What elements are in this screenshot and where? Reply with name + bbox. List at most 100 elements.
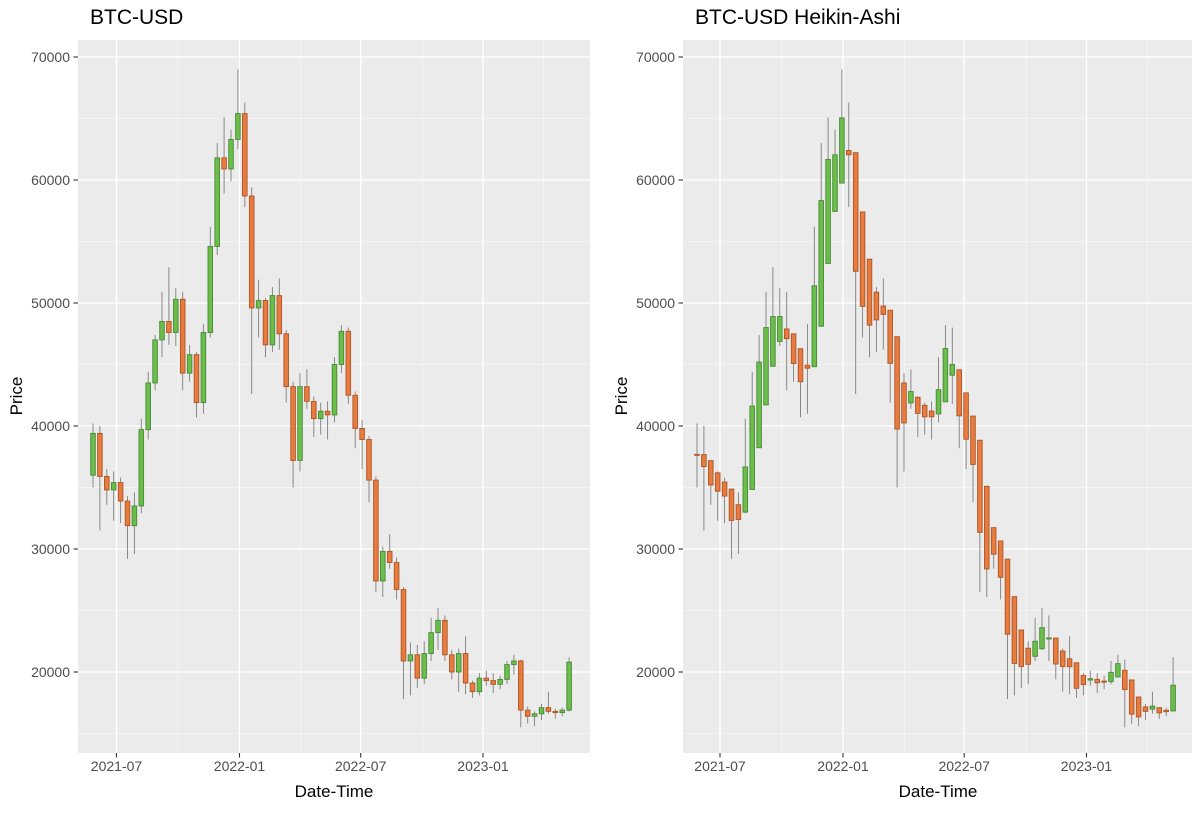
candle-body-down bbox=[311, 400, 317, 420]
candle-body-down bbox=[276, 295, 283, 335]
candle-body-down bbox=[393, 562, 400, 591]
candle-body-up bbox=[742, 466, 749, 513]
candle-body-up bbox=[749, 405, 755, 490]
candle-body-down bbox=[290, 386, 296, 461]
candle-body-down bbox=[483, 677, 490, 682]
y-axis-tick-label: 70000 bbox=[31, 49, 70, 65]
candle-body-up bbox=[1032, 640, 1038, 657]
candle-body-up bbox=[1115, 663, 1121, 678]
candle-body-up bbox=[476, 677, 483, 693]
candle-body-down bbox=[386, 551, 393, 563]
candle-body-down bbox=[790, 333, 797, 365]
candle-body-down bbox=[852, 152, 859, 272]
candle-body-down bbox=[518, 660, 524, 711]
candle-body-down bbox=[304, 386, 310, 402]
candle-body-down bbox=[1059, 650, 1066, 667]
candle-body-down bbox=[283, 333, 289, 388]
candle-body-down bbox=[866, 258, 873, 326]
x-axis-tick-label: 2022-07 bbox=[938, 758, 990, 774]
candle-body-up bbox=[832, 154, 838, 212]
candle-body-down bbox=[859, 211, 866, 307]
candle-body-down bbox=[1080, 675, 1087, 686]
candle-body-down bbox=[124, 500, 131, 527]
candle-body-up bbox=[763, 327, 769, 406]
candle-body-down bbox=[324, 410, 331, 416]
candle-body-down bbox=[1122, 669, 1128, 690]
candle-body-up bbox=[421, 653, 427, 679]
candle-body-down bbox=[545, 707, 552, 712]
candle-body-up bbox=[297, 386, 303, 461]
candle-body-up bbox=[269, 295, 276, 346]
candle-body-up bbox=[235, 113, 241, 140]
candle-body-down bbox=[345, 330, 352, 396]
candle-body-down bbox=[970, 415, 976, 465]
candle-body-up bbox=[110, 482, 117, 491]
candle-body-down bbox=[1163, 709, 1169, 713]
candle-body-up bbox=[1108, 671, 1114, 683]
candle-body-down bbox=[728, 488, 735, 521]
candle-body-up bbox=[152, 339, 158, 384]
candle-body-down bbox=[901, 382, 907, 424]
y-axis-tick-label: 40000 bbox=[636, 418, 675, 434]
candle-body-up bbox=[942, 348, 949, 403]
x-axis-tick-label: 2021-07 bbox=[90, 758, 143, 774]
candle-body-up bbox=[949, 364, 956, 376]
candle-body-up bbox=[159, 321, 165, 341]
candle-body-down bbox=[1142, 706, 1149, 712]
candle-body-up bbox=[559, 709, 565, 714]
candle-body-down bbox=[400, 589, 407, 662]
candle-body-down bbox=[352, 394, 358, 429]
candle-body-up bbox=[770, 316, 776, 367]
candle-body-down bbox=[248, 195, 255, 309]
y-axis-title-price-right: Price bbox=[612, 376, 631, 416]
candle-body-down bbox=[242, 113, 248, 197]
candle-body-up bbox=[131, 505, 138, 527]
candle-body-down bbox=[193, 354, 200, 404]
candle-body-up bbox=[756, 361, 762, 449]
candle-body-up bbox=[317, 410, 324, 420]
candle-body-down bbox=[449, 654, 455, 673]
candle-body-up bbox=[908, 391, 914, 404]
candle-body-down bbox=[97, 432, 103, 477]
candle-body-up bbox=[435, 619, 441, 634]
x-axis-title-datetime-left: Date-Time bbox=[294, 782, 374, 801]
x-axis-tick-label: 2022-01 bbox=[213, 758, 266, 774]
y-axis-tick-label: 70000 bbox=[636, 49, 675, 65]
candle-body-down bbox=[997, 540, 1004, 578]
candle-body-down bbox=[921, 404, 928, 418]
y-axis-tick-label: 20000 bbox=[636, 664, 675, 680]
candle-body-up bbox=[90, 432, 96, 476]
x-axis-title-datetime-right: Date-Time bbox=[898, 782, 978, 801]
x-axis-tick-label: 2021-07 bbox=[694, 758, 746, 774]
candle-body-down bbox=[694, 453, 700, 456]
candle-body-down bbox=[1066, 658, 1073, 668]
y-axis-tick-label: 30000 bbox=[31, 541, 70, 557]
candle-body-down bbox=[166, 321, 172, 333]
y-axis-tick-label: 50000 bbox=[31, 295, 70, 311]
candle-body-down bbox=[887, 309, 893, 364]
candle-body-down bbox=[873, 291, 880, 321]
candle-body-down bbox=[359, 428, 365, 440]
x-axis-tick-label: 2023-01 bbox=[457, 758, 509, 774]
candle-body-up bbox=[497, 678, 503, 685]
candle-body-down bbox=[179, 298, 186, 374]
x-axis-tick-label: 2022-01 bbox=[817, 758, 869, 774]
candle-body-down bbox=[1128, 679, 1135, 715]
candle-body-down bbox=[956, 369, 962, 417]
candle-body-down bbox=[1004, 558, 1011, 635]
candle-body-up bbox=[811, 285, 818, 368]
chart-title-btc-usd-heikin-ashi: BTC-USD Heikin-Ashi bbox=[695, 6, 901, 29]
candle-body-up bbox=[138, 429, 145, 507]
candle-body-down bbox=[735, 504, 742, 520]
candle-body-up bbox=[566, 661, 572, 711]
candle-body-down bbox=[846, 150, 852, 156]
y-axis-tick-label: 30000 bbox=[636, 541, 675, 557]
candle-body-down bbox=[117, 482, 124, 502]
candle-body-up bbox=[214, 157, 220, 247]
candle-body-up bbox=[455, 653, 462, 673]
candle-body-down bbox=[928, 410, 935, 418]
y-axis-tick-label: 60000 bbox=[636, 172, 675, 188]
candle-body-up bbox=[200, 332, 207, 404]
